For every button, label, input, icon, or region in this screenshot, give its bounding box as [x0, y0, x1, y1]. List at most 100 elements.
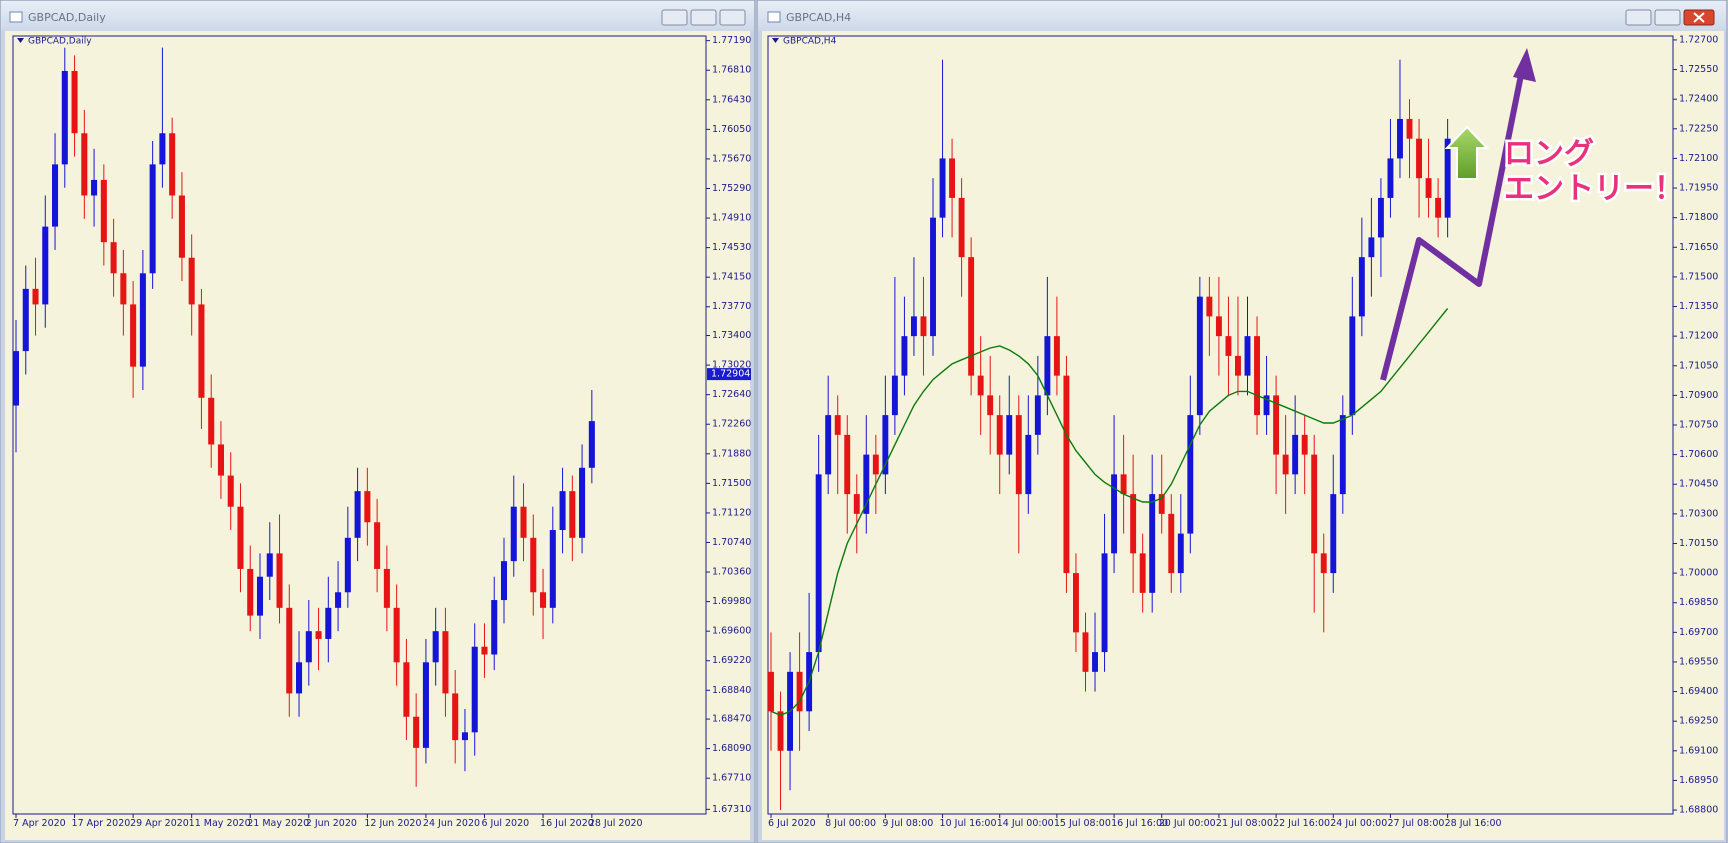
candle-body	[296, 662, 303, 694]
x-tick-label: 21 May 2020	[247, 818, 309, 829]
candle-body	[12, 351, 20, 406]
candle-body	[1225, 336, 1232, 356]
candle-body	[491, 600, 498, 655]
x-tick-label: 6 Jul 2020	[481, 818, 529, 829]
x-tick-label: 24 Jun 2020	[423, 818, 480, 829]
candle-body	[452, 693, 459, 741]
candle-body	[1082, 632, 1089, 672]
y-tick-label: 1.72700	[1679, 34, 1718, 45]
y-tick-label: 1.68840	[712, 685, 751, 696]
x-tick-label: 11 May 2020	[189, 818, 251, 829]
close-button[interactable]	[719, 9, 746, 26]
candle-body	[81, 133, 88, 196]
title-bar	[758, 1, 1726, 31]
candle-body	[442, 631, 449, 694]
candle-body	[1416, 138, 1422, 179]
candle-body	[237, 506, 244, 569]
y-tick-label: 1.68800	[1679, 805, 1718, 816]
x-tick-label: 21 Jul 08:00	[1216, 818, 1273, 829]
candle-body	[520, 506, 527, 538]
y-tick-label: 1.70360	[712, 567, 751, 578]
candle-body	[1397, 118, 1403, 159]
candle-body	[481, 646, 488, 655]
candle-body	[344, 537, 351, 593]
x-tick-label: 10 Jul 16:00	[940, 818, 997, 829]
y-tick-label: 1.72550	[1679, 64, 1718, 75]
candle-body	[920, 316, 927, 337]
candle-body	[796, 671, 803, 712]
candle-body	[1073, 573, 1079, 633]
candle-body	[996, 415, 1003, 455]
candle-body	[169, 133, 176, 196]
candle-body	[939, 158, 946, 218]
candle-body	[422, 662, 429, 748]
candle-body	[188, 257, 195, 305]
candle-body	[1339, 415, 1346, 495]
candle-body	[276, 553, 283, 608]
y-tick-label: 1.76050	[712, 124, 751, 135]
candle-body	[901, 336, 908, 376]
candle-body	[1215, 316, 1222, 337]
y-tick-label: 1.69700	[1679, 627, 1718, 638]
candle-body	[432, 631, 439, 663]
candle-body	[1406, 118, 1413, 139]
chart-label: GBPCAD,Daily	[28, 37, 92, 47]
candle-body	[1358, 257, 1365, 317]
trend-arrowhead	[1513, 48, 1536, 82]
plot-border	[12, 35, 707, 815]
moving-average	[770, 308, 1449, 717]
annotation-text: ロング	[1504, 137, 1594, 172]
candle-body	[1320, 553, 1327, 574]
candle-body	[227, 475, 234, 507]
candle-body	[256, 576, 264, 616]
maximize-button[interactable]	[1654, 9, 1681, 26]
candle-body	[91, 179, 98, 196]
symbol-menu[interactable]	[772, 38, 779, 43]
minimize-button[interactable]	[1625, 9, 1652, 26]
annotation-text: エントリー！	[1504, 172, 1684, 207]
y-tick-label: 1.69400	[1679, 686, 1718, 697]
x-tick-label: 28 Jul 2020	[589, 818, 643, 829]
candle-body	[500, 561, 508, 601]
candle-body	[588, 421, 595, 468]
minimize-button[interactable]	[661, 9, 688, 26]
annotations: ロング エントリー！	[1380, 48, 1687, 381]
candle-body	[471, 646, 478, 733]
y-tick-label: 1.75670	[712, 153, 751, 164]
maximize-button[interactable]	[690, 9, 717, 26]
candle-body	[247, 568, 254, 616]
candle-body	[139, 273, 146, 367]
candle-body	[1196, 296, 1203, 416]
candle-body	[159, 133, 166, 165]
candle-body	[61, 71, 68, 165]
x-tick-label: 15 Jul 08:00	[1054, 818, 1111, 829]
symbol-menu[interactable]	[17, 38, 24, 43]
y-tick-label: 1.69550	[1679, 656, 1718, 667]
window-left: GBPCAD,Daily GBPCAD,Daily	[0, 0, 756, 843]
y-tick-label: 1.71200	[1679, 331, 1718, 342]
x-tick-label: 6 Jul 2020	[768, 818, 816, 829]
candle-body	[949, 158, 956, 198]
candle-body	[208, 397, 215, 445]
charts: 1.77190 1.76810 1.76430 1.76050 1.75670 1.752…	[12, 34, 1718, 829]
y-tick-label: 1.70900	[1679, 390, 1718, 401]
y-tick-label: 1.71950	[1679, 183, 1718, 194]
candle-body	[1053, 336, 1060, 376]
y-tick-label: 1.70300	[1679, 508, 1718, 519]
window-title: GBPCAD,H4	[786, 11, 851, 24]
candle-body	[825, 415, 832, 475]
candle-body	[1044, 336, 1051, 396]
candle-body	[22, 288, 29, 352]
candle-body	[1330, 494, 1337, 574]
y-tick-label: 1.72250	[1679, 123, 1718, 134]
y-tick-label: 1.70450	[1679, 479, 1718, 490]
y-tick-label: 1.70740	[712, 537, 751, 548]
x-tick-label: 9 Jul 08:00	[882, 818, 933, 829]
y-tick-label: 1.76810	[712, 65, 751, 76]
y-tick-label: 1.71350	[1679, 301, 1718, 312]
y-tick-label: 1.70600	[1679, 449, 1718, 460]
y-tick-label: 1.69250	[1679, 716, 1718, 727]
x-tick-label: 12 Jun 2020	[364, 818, 421, 829]
x-tick-label: 16 Jul 16:00	[1111, 818, 1168, 829]
y-tick-label: 1.75290	[712, 183, 751, 194]
